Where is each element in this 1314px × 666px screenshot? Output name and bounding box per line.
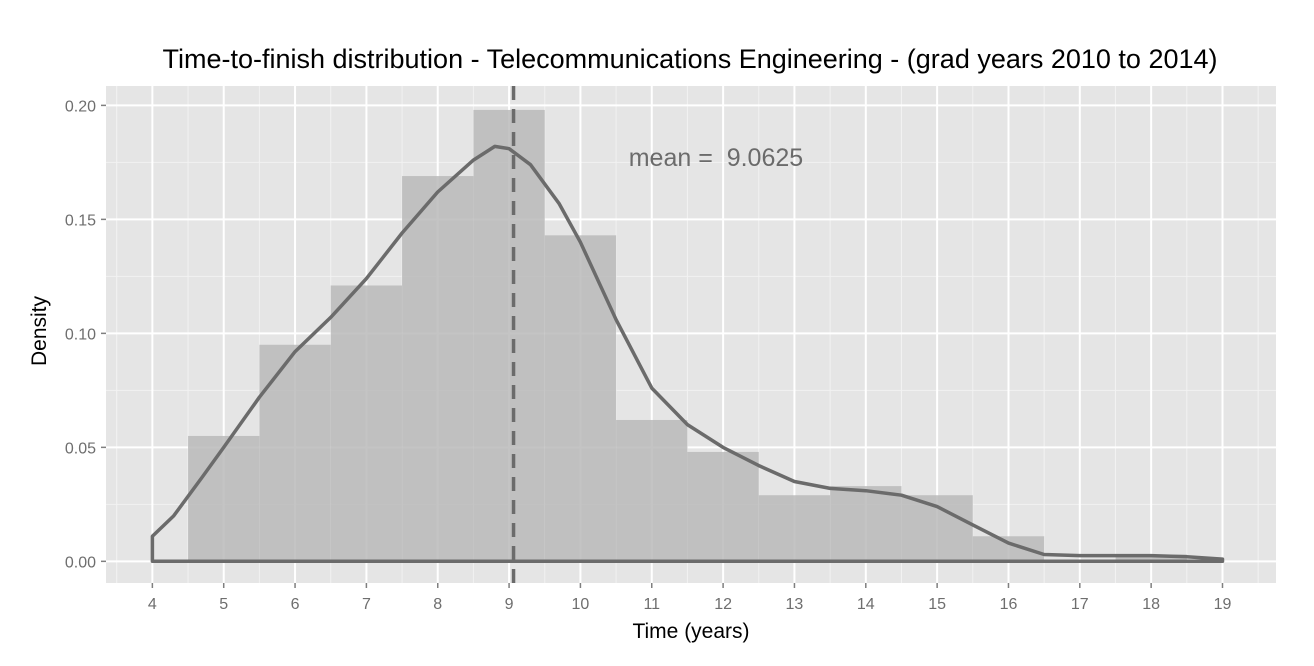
histogram-bar — [259, 344, 331, 562]
x-tick-label: 16 — [1000, 596, 1018, 613]
histogram-bar — [544, 235, 617, 562]
x-tick-label: 9 — [505, 596, 514, 613]
x-axis-title: Time (years) — [632, 620, 749, 643]
histogram-bar — [1115, 554, 1187, 562]
y-axis-title: Density — [28, 295, 51, 366]
histogram-bar — [830, 486, 902, 562]
histogram-bar — [616, 419, 688, 562]
density-curve — [150, 144, 1225, 564]
y-axis: 0.00 0.05 0.10 0.15 0.20 — [65, 98, 106, 571]
histogram-bar — [687, 451, 759, 562]
x-tick-label: 12 — [714, 596, 732, 613]
histogram-bar — [188, 435, 260, 562]
histogram-bar — [330, 285, 403, 562]
x-tick-label: 6 — [291, 596, 300, 613]
x-tick-label: 7 — [362, 596, 371, 613]
x-tick-label: 10 — [572, 596, 590, 613]
x-tick-label: 5 — [219, 596, 228, 613]
y-tick-label: 0.15 — [65, 212, 96, 229]
x-tick-label: 17 — [1071, 596, 1089, 613]
x-tick-label: 11 — [643, 596, 660, 613]
x-tick-label: 8 — [433, 596, 442, 613]
x-tick-label: 14 — [857, 596, 875, 613]
histogram-bar — [402, 176, 474, 562]
histogram-bar — [473, 109, 545, 562]
histogram-bar — [758, 495, 831, 562]
y-tick-label: 0.00 — [65, 554, 96, 571]
x-tick-label: 18 — [1142, 596, 1160, 613]
x-axis: 4 5 6 7 8 9 10 11 12 13 14 15 16 17 18 19 — [148, 583, 1232, 613]
y-tick-label: 0.20 — [65, 98, 96, 115]
y-tick-label: 0.05 — [65, 440, 96, 457]
x-tick-label: 19 — [1214, 596, 1232, 613]
y-tick-label: 0.10 — [65, 326, 96, 343]
histogram-bar — [972, 536, 1045, 562]
x-tick-label: 4 — [148, 596, 157, 613]
chart-title: Time-to-finish distribution - Telecommun… — [162, 44, 1217, 74]
mean-annotation: mean = 9.0625 — [629, 144, 803, 172]
x-tick-label: 13 — [786, 596, 804, 613]
histogram-bars — [188, 109, 1187, 562]
x-tick-label: 15 — [928, 596, 946, 613]
